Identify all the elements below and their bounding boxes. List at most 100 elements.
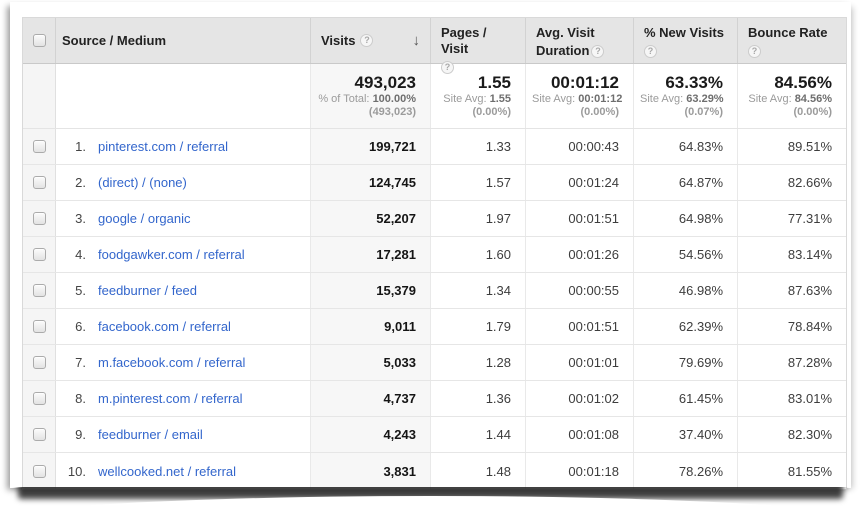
row-checkbox[interactable]: [32, 212, 46, 225]
row-new-visits-cell: 62.39%: [634, 309, 738, 344]
row-pages-cell: 1.57: [431, 165, 526, 200]
help-icon[interactable]: ?: [591, 45, 605, 59]
row-pages-value: 1.44: [485, 427, 511, 442]
new-visits-header-label: % New Visits: [644, 25, 724, 40]
row-checkbox-cell: [23, 417, 56, 452]
column-header-avg-visit-duration[interactable]: Avg. Visit Duration?: [526, 18, 634, 63]
row-rank: 10.: [67, 463, 86, 479]
table-header-row: Source / Medium Visits ? ↓ Pages / Visit…: [23, 18, 846, 75]
row-visits-cell: 52,207: [311, 201, 431, 236]
summary-bounce-delta: (0.00%): [793, 106, 832, 118]
site-avg-value: 63.29%: [686, 93, 724, 105]
site-avg-label: Site Avg:: [532, 93, 576, 105]
column-header-pages-visit[interactable]: Pages / Visit ?: [431, 18, 526, 75]
row-new-visits-value: 62.39%: [678, 319, 723, 334]
row-visits-value: 199,721: [369, 139, 416, 154]
row-bounce-value: 81.55%: [787, 463, 832, 479]
row-checkbox[interactable]: [32, 392, 46, 405]
row-rank: 7.: [75, 355, 86, 370]
site-avg-value: 00:01:12: [578, 93, 623, 105]
percent-of-total-value: 100.00%: [372, 93, 416, 105]
row-checkbox[interactable]: [32, 176, 46, 189]
summary-visits-paren: (493,023): [368, 106, 416, 118]
row-duration-value: 00:01:01: [568, 355, 619, 370]
row-bounce-cell: 81.55%: [738, 453, 846, 489]
row-source-cell: 5. feedburner / feed: [56, 273, 311, 308]
row-source-cell: 8. m.pinterest.com / referral: [56, 381, 311, 416]
table-row: 4. foodgawker.com / referral 17,281 1.60…: [23, 237, 846, 273]
row-duration-value: 00:00:55: [568, 283, 619, 298]
source-medium-link[interactable]: wellcooked.net / referral: [98, 463, 237, 479]
row-visits-value: 4,737: [383, 391, 416, 406]
avg-visit-duration-header-line1: Avg. Visit: [536, 25, 595, 40]
summary-new-visits-delta: (0.07%): [684, 106, 723, 118]
row-new-visits-value: 54.56%: [678, 247, 723, 262]
row-duration-value: 00:01:08: [568, 427, 619, 442]
source-medium-link[interactable]: (direct) / (none): [98, 175, 187, 190]
site-avg-label: Site Avg:: [443, 93, 487, 105]
row-pages-value: 1.36: [485, 391, 511, 406]
row-checkbox-cell: [23, 345, 56, 380]
source-medium-link[interactable]: google / organic: [98, 211, 191, 226]
row-bounce-cell: 87.63%: [738, 273, 846, 308]
table-row: 10. wellcooked.net / referral 3,831 1.48…: [23, 453, 846, 489]
summary-duration-value: 00:01:12: [550, 73, 619, 92]
help-icon[interactable]: ?: [441, 61, 454, 75]
row-rank: 5.: [75, 283, 86, 298]
table-row: 6. facebook.com / referral 9,011 1.79 00…: [23, 309, 846, 345]
bounce-rate-header-label: Bounce Rate: [748, 25, 828, 40]
row-new-visits-cell: 61.45%: [634, 381, 738, 416]
row-checkbox[interactable]: [32, 428, 46, 441]
source-medium-link[interactable]: foodgawker.com / referral: [98, 247, 245, 262]
row-new-visits-value: 37.40%: [678, 427, 723, 442]
row-bounce-value: 83.14%: [787, 247, 832, 262]
percent-of-total-label: % of Total:: [318, 93, 370, 105]
sort-descending-icon[interactable]: ↓: [412, 32, 421, 49]
row-pages-cell: 1.44: [431, 417, 526, 452]
column-header-source-medium[interactable]: Source / Medium: [56, 18, 311, 63]
column-header-visits[interactable]: Visits ? ↓: [311, 18, 431, 63]
source-medium-header-label: Source / Medium: [62, 33, 167, 48]
row-new-visits-cell: 37.40%: [634, 417, 738, 452]
row-duration-cell: 00:01:51: [526, 201, 634, 236]
row-pages-value: 1.33: [485, 139, 511, 154]
column-header-new-visits[interactable]: % New Visits ?: [634, 18, 738, 63]
row-checkbox[interactable]: [32, 320, 46, 333]
help-icon[interactable]: ?: [360, 34, 374, 47]
row-checkbox[interactable]: [32, 464, 46, 478]
column-header-bounce-rate[interactable]: Bounce Rate ?: [738, 18, 846, 63]
select-all-checkbox[interactable]: [32, 34, 46, 47]
site-avg-value: 1.55: [489, 93, 511, 105]
help-icon[interactable]: ?: [748, 45, 761, 59]
source-medium-link[interactable]: m.pinterest.com / referral: [98, 391, 243, 406]
row-checkbox[interactable]: [32, 356, 46, 369]
row-bounce-cell: 87.28%: [738, 345, 846, 380]
source-medium-link[interactable]: feedburner / email: [98, 427, 203, 442]
row-duration-value: 00:01:51: [568, 211, 619, 226]
row-duration-value: 00:01:02: [568, 391, 619, 406]
row-pages-value: 1.28: [485, 355, 511, 370]
table-row: 7. m.facebook.com / referral 5,033 1.28 …: [23, 345, 846, 381]
row-new-visits-cell: 54.56%: [634, 237, 738, 272]
row-checkbox[interactable]: [32, 140, 46, 153]
source-medium-link[interactable]: facebook.com / referral: [98, 319, 231, 334]
row-pages-cell: 1.60: [431, 237, 526, 272]
row-visits-cell: 4,737: [311, 381, 431, 416]
help-icon[interactable]: ?: [644, 45, 657, 59]
row-source-cell: 10. wellcooked.net / referral: [56, 453, 311, 489]
table-row: 8. m.pinterest.com / referral 4,737 1.36…: [23, 381, 846, 417]
select-all-cell: [23, 18, 56, 63]
row-new-visits-value: 64.83%: [678, 139, 723, 154]
row-bounce-value: 82.66%: [787, 175, 832, 190]
row-checkbox[interactable]: [32, 284, 46, 297]
row-new-visits-value: 79.69%: [678, 355, 723, 370]
row-duration-value: 00:00:43: [568, 139, 619, 154]
row-duration-value: 00:01:26: [568, 247, 619, 262]
row-visits-cell: 9,011: [311, 309, 431, 344]
source-medium-link[interactable]: m.facebook.com / referral: [98, 355, 246, 370]
source-medium-link[interactable]: pinterest.com / referral: [98, 139, 229, 154]
row-duration-value: 00:01:51: [568, 319, 619, 334]
source-medium-link[interactable]: feedburner / feed: [98, 283, 198, 298]
row-new-visits-value: 64.98%: [678, 211, 723, 226]
row-checkbox[interactable]: [32, 248, 46, 261]
